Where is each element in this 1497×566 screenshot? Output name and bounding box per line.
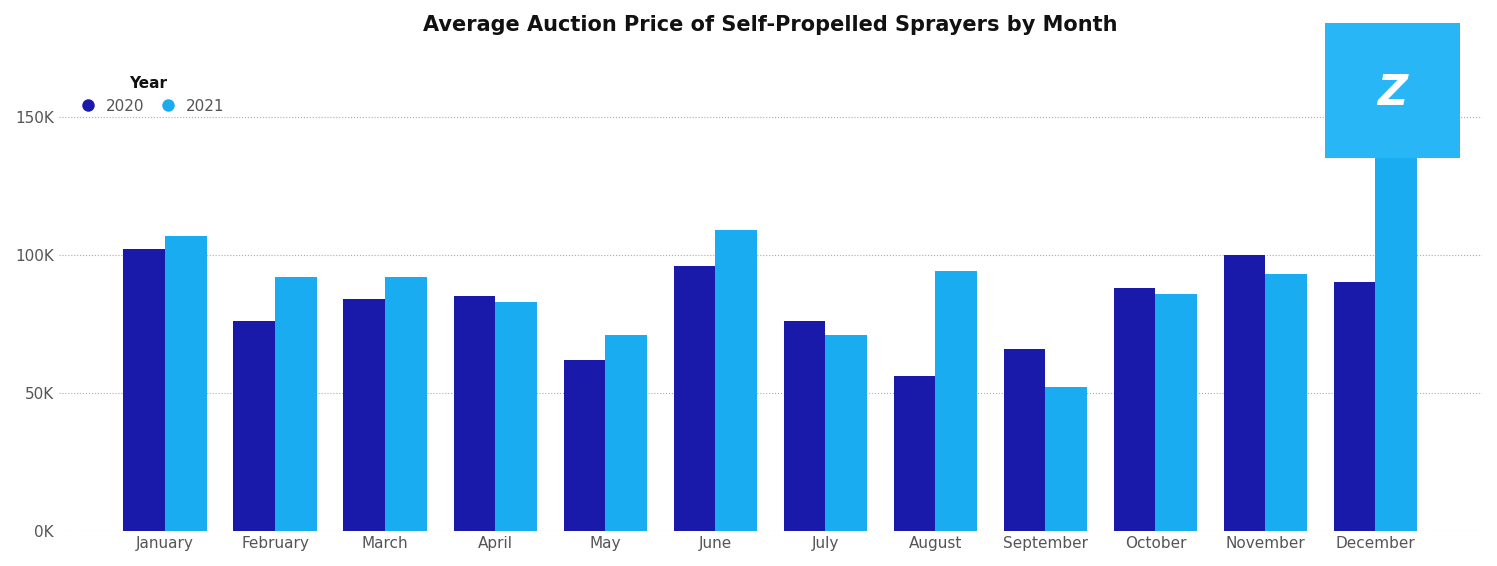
Bar [674, 266, 716, 531]
Legend: 2020, 2021: 2020, 2021 [66, 70, 231, 119]
Bar [936, 272, 978, 531]
Bar [1114, 288, 1156, 531]
Bar [123, 250, 165, 531]
Bar [165, 235, 207, 531]
Bar [234, 321, 275, 531]
Bar [783, 321, 825, 531]
Bar [1223, 255, 1265, 531]
Bar [1045, 388, 1087, 531]
Bar [1376, 97, 1418, 531]
Bar [385, 277, 427, 531]
Text: Z: Z [1377, 72, 1407, 114]
Bar [605, 335, 647, 531]
Bar [1003, 349, 1045, 531]
Bar [716, 230, 757, 531]
Bar [343, 299, 385, 531]
Bar [1156, 294, 1198, 531]
Bar [454, 297, 496, 531]
Bar [275, 277, 317, 531]
Bar [1265, 274, 1307, 531]
Bar [825, 335, 867, 531]
FancyBboxPatch shape [1320, 19, 1464, 162]
Bar [1334, 282, 1376, 531]
Title: Average Auction Price of Self-Propelled Sprayers by Month: Average Auction Price of Self-Propelled … [424, 15, 1118, 35]
Bar [496, 302, 537, 531]
Bar [894, 376, 936, 531]
Bar [563, 360, 605, 531]
